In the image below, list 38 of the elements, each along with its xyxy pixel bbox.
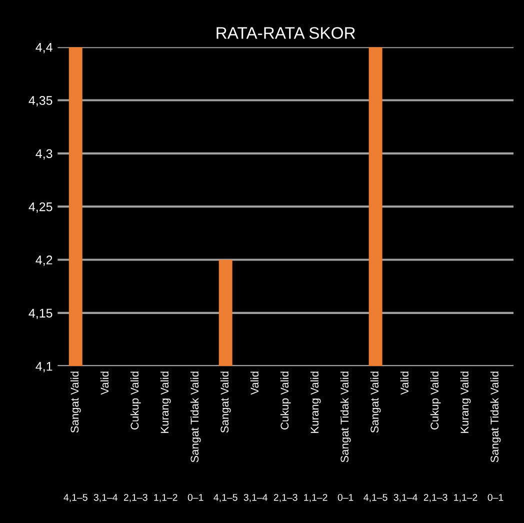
x-tick-label: Sangat Tidak Valid xyxy=(340,372,351,462)
text: 0–1 xyxy=(338,494,354,501)
x-tick-label: Cukup Valid xyxy=(280,372,291,430)
text: 4,1–5 xyxy=(214,494,238,502)
x-tick-label: Kurang Valid xyxy=(160,372,171,433)
x-tick-label: Kurang Valid xyxy=(310,372,321,433)
text: 3,1–4 xyxy=(94,494,118,502)
chart-title: RATA-RATA SKOR xyxy=(216,27,356,39)
y-tick-label: 4,25 xyxy=(28,202,52,213)
y-tick-label: 4,3 xyxy=(36,149,52,160)
x-tick-label: Sangat Valid xyxy=(370,372,381,433)
y-tick-label: 4,1 xyxy=(36,362,52,372)
x-tick-label: Sangat Tidak Valid xyxy=(190,372,201,462)
y-tick-label: 4,35 xyxy=(28,96,52,106)
text: 1,1–2 xyxy=(154,494,178,502)
x-tick-label: Sangat Valid xyxy=(70,372,81,433)
text: 4,1–5 xyxy=(64,494,88,502)
y-tick-label: 4,2 xyxy=(36,256,52,266)
x-tick-label: Valid xyxy=(400,372,409,395)
text: 1,1–2 xyxy=(454,494,478,502)
text: 2,1–3 xyxy=(274,494,298,502)
x-tick-label: Valid xyxy=(250,372,259,395)
x-tick-label: Sangat Tidak Valid xyxy=(490,372,501,462)
y-tick-label: 4,15 xyxy=(28,308,52,320)
text: 0–1 xyxy=(188,494,204,501)
x-tick-label: Kurang Valid xyxy=(460,372,471,433)
text: 3,1–4 xyxy=(394,494,418,502)
y-tick-label: 4,4 xyxy=(36,43,52,54)
x-tick-label: Cukup Valid xyxy=(430,372,441,430)
text: 2,1–3 xyxy=(124,494,148,502)
text: 0–1 xyxy=(488,494,504,501)
x-tick-label: Valid xyxy=(100,372,109,395)
text: 1,1–2 xyxy=(304,494,328,502)
text: 2,1–3 xyxy=(424,494,448,502)
text: 3,1–4 xyxy=(244,494,268,502)
x-tick-label: Cukup Valid xyxy=(130,372,141,430)
text: 4,1–5 xyxy=(364,494,388,502)
x-tick-label: Sangat Valid xyxy=(220,372,231,433)
